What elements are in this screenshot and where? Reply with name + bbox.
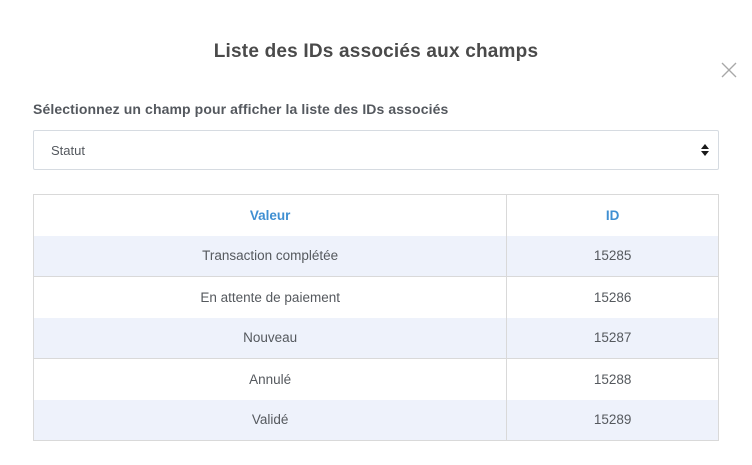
modal-title: Liste des IDs associés aux champs bbox=[213, 41, 539, 62]
field-select-label: Sélectionnez un champ pour afficher la l… bbox=[33, 101, 449, 117]
cell-valeur: En attente de paiement bbox=[200, 289, 340, 305]
table-row: Nouveau 15287 bbox=[33, 317, 719, 359]
cell-valeur: Annulé bbox=[249, 371, 292, 387]
cell-id: 15285 bbox=[506, 235, 719, 277]
cell-id: 15288 bbox=[506, 358, 719, 400]
ids-table: Valeur ID Transaction complétée 15285 En… bbox=[33, 194, 719, 441]
cell-id: 15286 bbox=[506, 276, 719, 318]
table-row: Annulé 15288 bbox=[33, 358, 719, 400]
field-select-wrap: Statut bbox=[33, 130, 719, 170]
cell-id: 15287 bbox=[506, 317, 719, 359]
cell-valeur: Nouveau bbox=[243, 330, 298, 346]
column-header-valeur: Valeur bbox=[33, 194, 507, 236]
ids-modal: Liste des IDs associés aux champs Sélect… bbox=[0, 41, 752, 465]
cell-valeur: Validé bbox=[251, 412, 289, 428]
close-icon bbox=[721, 62, 737, 78]
cell-valeur: Transaction complétée bbox=[202, 248, 339, 264]
table-row: Validé 15289 bbox=[33, 399, 719, 441]
field-select[interactable]: Statut bbox=[33, 130, 719, 170]
cell-id: 15289 bbox=[506, 399, 719, 441]
table-row: Transaction complétée 15285 bbox=[33, 235, 719, 277]
close-button[interactable] bbox=[718, 59, 740, 81]
modal-content: Sélectionnez un champ pour afficher la l… bbox=[0, 101, 752, 441]
table-header-row: Valeur ID bbox=[33, 194, 719, 236]
column-header-id: ID bbox=[506, 194, 719, 236]
table-row: En attente de paiement 15286 bbox=[33, 276, 719, 318]
